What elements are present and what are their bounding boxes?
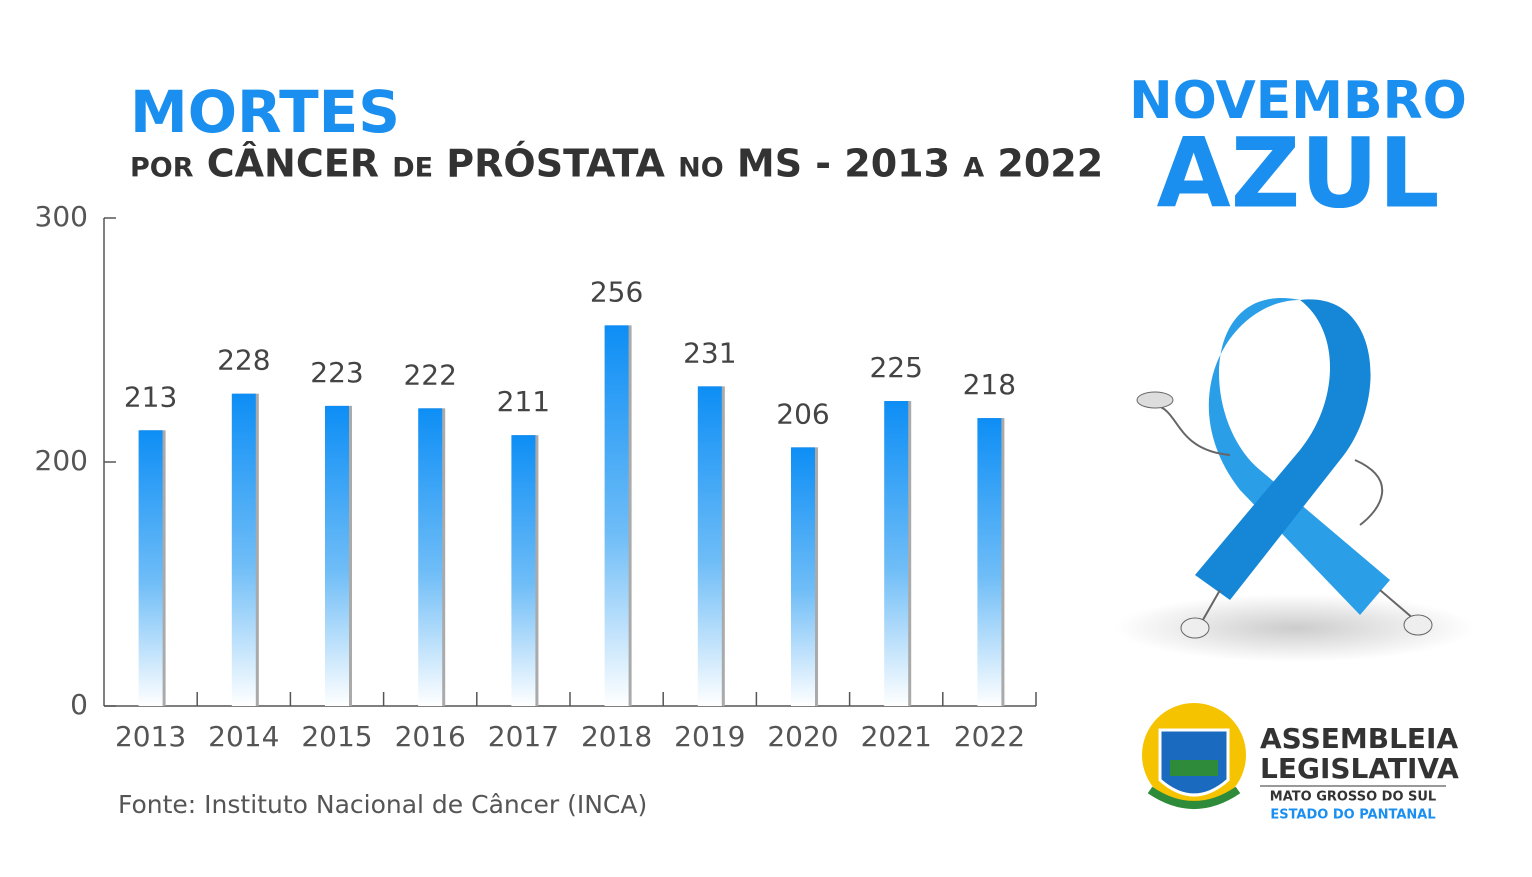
value-label: 218: [963, 368, 1016, 401]
y-tick-label: 300: [35, 200, 88, 233]
bar: [604, 325, 629, 706]
x-tick-label: 2019: [674, 720, 745, 753]
source-note: Fonte: Instituto Nacional de Câncer (INC…: [118, 790, 647, 819]
value-label: 228: [217, 344, 270, 377]
value-label: 222: [403, 358, 456, 391]
bar: [977, 418, 1002, 706]
ribbon-illustration: [1115, 298, 1475, 662]
x-tick-label: 2020: [767, 720, 838, 753]
x-tick-label: 2022: [954, 720, 1025, 753]
bar: [325, 405, 349, 706]
value-label: 223: [310, 356, 363, 389]
x-tick-label: 2014: [208, 720, 279, 753]
bar: [138, 430, 163, 706]
campaign-line: NOVEMBRO: [1129, 71, 1467, 131]
bar: [697, 386, 722, 706]
chart-title: MORTES: [130, 78, 400, 146]
plot: 0 200 300 2013 213 2014 228 2015 223 2016 222 2017 2…: [35, 200, 1037, 753]
x-tick-label: 2013: [115, 720, 186, 753]
x-tick-label: 2016: [395, 720, 466, 753]
chart-subtitle: por CÂNCER de PRÓSTATA no MS - 2013 a 20…: [130, 142, 1103, 186]
campaign-line: AZUL: [1156, 117, 1439, 229]
bar: [511, 435, 536, 706]
x-tick-label: 2015: [301, 720, 372, 753]
value-label: 213: [124, 380, 177, 413]
value-label: 256: [590, 275, 643, 308]
y-tick-label: 0: [70, 688, 88, 721]
bar: [231, 393, 256, 706]
y-tick-label: 200: [35, 444, 88, 477]
value-label: 225: [869, 351, 922, 384]
x-tick-label: 2018: [581, 720, 652, 753]
x-tick-label: 2017: [488, 720, 559, 753]
logo-emblem: [1142, 703, 1246, 809]
value-label: 231: [683, 336, 736, 369]
value-label: 211: [497, 385, 550, 418]
x-tick-label: 2021: [861, 720, 932, 753]
logo-text: ESTADO DO PANTANAL: [1270, 808, 1435, 823]
logo-text: ASSEMBLEIA: [1260, 722, 1458, 755]
bar: [418, 408, 443, 706]
logo-text: LEGISLATIVA: [1260, 752, 1459, 785]
bar: [791, 447, 815, 706]
bar: [884, 401, 909, 706]
value-label: 206: [776, 397, 829, 430]
logo-text: MATO GROSSO DO SUL: [1270, 790, 1436, 805]
